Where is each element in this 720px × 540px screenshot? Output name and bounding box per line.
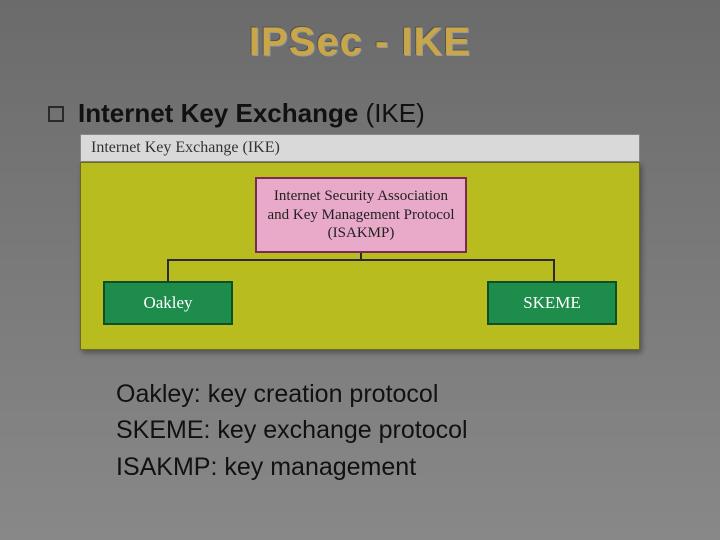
oakley-box: Oakley [103, 281, 233, 325]
slide-title: IPSec - IKE [0, 0, 720, 65]
isakmp-line3: (ISAKMP) [257, 224, 465, 243]
connector-right-icon [553, 259, 555, 281]
figure: Internet Key Exchange (IKE) Internet Sec… [80, 134, 640, 350]
bullet-row: Internet Key Exchange (IKE) [48, 98, 425, 129]
skeme-box: SKEME [487, 281, 617, 325]
diagram-box: Internet Security Association and Key Ma… [80, 162, 640, 350]
note-isakmp: ISAKMP: key management [116, 449, 468, 485]
bullet-text: Internet Key Exchange (IKE) [78, 98, 425, 129]
isakmp-box: Internet Security Association and Key Ma… [255, 177, 467, 253]
figure-caption: Internet Key Exchange (IKE) [80, 134, 640, 162]
connector-horizontal-icon [168, 259, 554, 261]
isakmp-line2: and Key Management Protocol [257, 206, 465, 225]
isakmp-line1: Internet Security Association [257, 187, 465, 206]
connector-left-icon [167, 259, 169, 281]
note-skeme: SKEME: key exchange protocol [116, 412, 468, 448]
notes-block: Oakley: key creation protocol SKEME: key… [116, 376, 468, 485]
bullet-square-icon [48, 106, 64, 122]
bullet-heading-bold: Internet Key Exchange [78, 98, 358, 128]
note-oakley: Oakley: key creation protocol [116, 376, 468, 412]
bullet-heading-rest: (IKE) [358, 98, 424, 128]
